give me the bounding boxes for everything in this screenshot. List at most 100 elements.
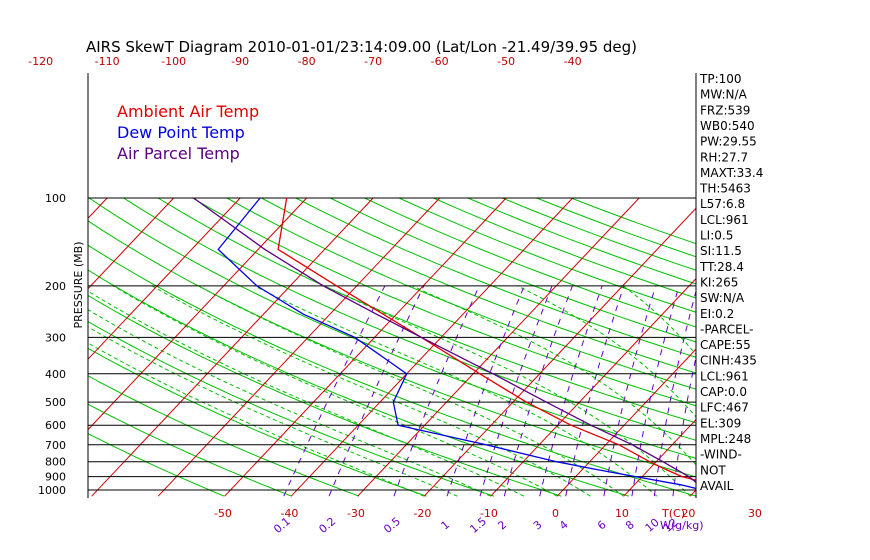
pressure-tick-label: 700 bbox=[45, 439, 66, 452]
bottom-temperature-tick-label: 20 bbox=[681, 507, 695, 520]
top-temperature-tick-label: -60 bbox=[431, 55, 449, 68]
dry-adiabat-line bbox=[88, 320, 495, 497]
top-temperature-tick-label: -120 bbox=[28, 55, 53, 68]
top-temperature-tick-label: -90 bbox=[231, 55, 249, 68]
stability-index: EL:309 bbox=[700, 416, 741, 430]
stability-index: CINH:435 bbox=[700, 354, 757, 368]
chart-title: AIRS SkewT Diagram 2010-01-01/23:14:09.0… bbox=[86, 38, 637, 56]
mixing-ratio-lines bbox=[283, 285, 820, 497]
stability-index: TP:100 bbox=[699, 72, 742, 86]
plot-area bbox=[88, 197, 870, 497]
stability-index: MPL:248 bbox=[700, 432, 751, 446]
top-temperature-tick-label: -40 bbox=[564, 55, 582, 68]
pressure-tick-label: 200 bbox=[45, 280, 66, 293]
isotherm-line bbox=[490, 277, 696, 497]
y-axis-label: PRESSURE (MB) bbox=[72, 242, 85, 329]
bottom-temperature-tick-label: 0 bbox=[552, 507, 559, 520]
pressure-tick-label: 900 bbox=[45, 471, 66, 484]
mixing-ratio-line bbox=[751, 286, 777, 496]
isotherm-line bbox=[623, 418, 696, 497]
moist-adiabat-line bbox=[88, 326, 458, 497]
top-temperature-tick-label: -50 bbox=[497, 55, 515, 68]
dry-adiabat-line bbox=[329, 197, 696, 343]
dry-adiabat-line bbox=[88, 375, 360, 497]
dry-adiabat-line bbox=[88, 347, 427, 497]
mixing-ratio-line bbox=[539, 285, 603, 497]
mixing-ratio-line bbox=[653, 289, 696, 497]
moist-adiabat-line bbox=[254, 285, 658, 497]
mixing-ratio-tick-label: 4 bbox=[557, 518, 571, 532]
isotherm-line bbox=[88, 197, 308, 431]
dew-point-temp-line bbox=[217, 197, 696, 490]
dry-adiabat-line bbox=[226, 197, 696, 390]
ambient-air-temp-line bbox=[277, 197, 696, 481]
bottom-temperature-tick-label: 30 bbox=[748, 507, 762, 520]
pressure-tick-label: 300 bbox=[45, 331, 66, 344]
dry-adiabat-line bbox=[398, 197, 696, 313]
dry-adiabat-line bbox=[502, 197, 696, 271]
mixing-ratio-tick-label: 2 bbox=[495, 518, 509, 532]
mixing-ratio-tick-label: 0.2 bbox=[316, 515, 338, 536]
dry-adiabat-line bbox=[157, 197, 696, 424]
stability-index: MW:N/A bbox=[700, 88, 748, 102]
moist-adiabat-line bbox=[88, 290, 525, 497]
mixing-ratio-line bbox=[804, 286, 820, 496]
isotherm-line bbox=[823, 198, 870, 496]
moist-adiabat-line bbox=[323, 285, 691, 497]
top-temperature-ticks: -120 -110 -100 -90 -80 -70 -60 -50 -40 bbox=[28, 55, 581, 68]
mixing-ratio-unit: W(g/kg) bbox=[660, 519, 704, 532]
mixing-ratio-tick-label: 1 bbox=[438, 518, 452, 532]
stability-index: NOT bbox=[700, 463, 726, 477]
dry-adiabat-line bbox=[88, 294, 562, 497]
moist-adiabat-line bbox=[517, 285, 696, 418]
isotherm-line bbox=[757, 198, 870, 496]
pressure-tick-label: 1000 bbox=[38, 484, 66, 497]
mixing-ratio-tick-label: 3 bbox=[531, 518, 545, 532]
pressure-tick-label: 600 bbox=[45, 419, 66, 432]
moist-adiabats bbox=[88, 285, 696, 497]
mixing-ratio-line bbox=[283, 285, 386, 497]
mixing-ratio-line bbox=[772, 286, 794, 496]
stability-index: AVAIL bbox=[700, 479, 734, 493]
moist-adiabat-line bbox=[88, 309, 491, 497]
isotherm-line bbox=[556, 348, 696, 497]
bottom-temperature-tick-label: -30 bbox=[347, 507, 365, 520]
stability-index: LCL:961 bbox=[700, 369, 749, 383]
pressure-tick-label: 800 bbox=[45, 456, 66, 469]
top-temperature-tick-label: -70 bbox=[364, 55, 382, 68]
stability-index: EI:0.2 bbox=[700, 307, 734, 321]
dry-adiabat-line bbox=[88, 220, 696, 478]
mixing-ratio-line bbox=[503, 285, 573, 497]
dry-adiabat-line bbox=[88, 432, 225, 497]
bottom-temperature-ticks: -50 -40 -30 -20 -10 0 10 20 30 bbox=[214, 507, 762, 520]
pressure-tick-label: 500 bbox=[45, 396, 66, 409]
legend: Ambient Air Temp Dew Point Temp Air Parc… bbox=[117, 102, 259, 163]
isotherms bbox=[88, 197, 870, 497]
dry-adiabat-line bbox=[295, 197, 696, 358]
x-axis-label: T(C) bbox=[661, 507, 685, 520]
stability-index: -WIND- bbox=[700, 448, 742, 462]
moist-adiabat-line bbox=[197, 285, 624, 497]
stability-index: LI:0.5 bbox=[700, 229, 733, 243]
isotherm-line bbox=[423, 207, 696, 497]
legend-ambient-air-temp: Ambient Air Temp bbox=[117, 102, 259, 121]
stability-index: TT:28.4 bbox=[699, 260, 744, 274]
stability-index: LCL:961 bbox=[700, 213, 749, 227]
stability-index: CAP:0.0 bbox=[700, 385, 747, 399]
mixing-ratio-line bbox=[328, 285, 425, 497]
bottom-temperature-tick-label: -40 bbox=[280, 507, 298, 520]
stability-index: MAXT:33.4 bbox=[700, 166, 763, 180]
stability-index: CAPE:55 bbox=[700, 338, 751, 352]
stability-index: WB0:540 bbox=[700, 119, 755, 133]
stability-index: KI:265 bbox=[700, 275, 738, 289]
sounding-series bbox=[193, 197, 696, 490]
isotherm-line bbox=[290, 197, 574, 497]
top-temperature-tick-label: -110 bbox=[95, 55, 120, 68]
mixing-ratio-line bbox=[631, 285, 680, 497]
moist-adiabat-line bbox=[622, 285, 696, 356]
stability-index: TH:5463 bbox=[699, 182, 751, 196]
isotherm-line bbox=[157, 197, 441, 497]
stability-index: RH:27.7 bbox=[700, 150, 748, 164]
